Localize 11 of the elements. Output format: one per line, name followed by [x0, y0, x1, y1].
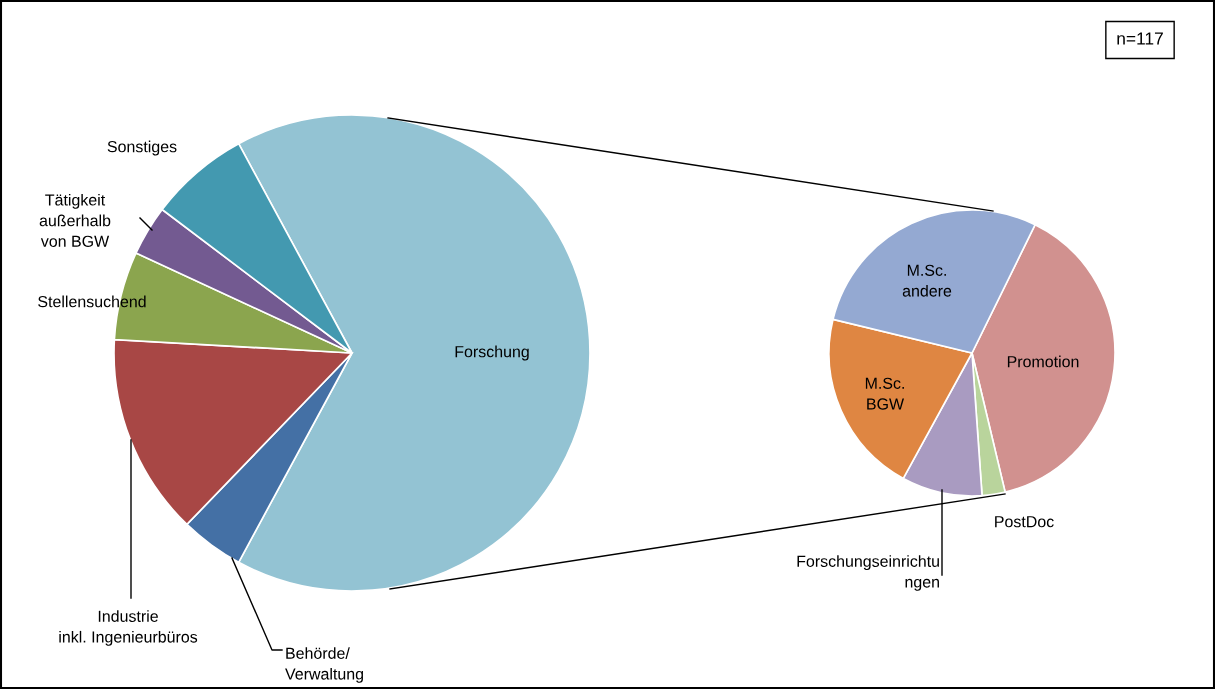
slice-label: Tätigkeit außerhalb von BGW — [39, 193, 111, 247]
slice-label: Sonstiges — [107, 140, 177, 156]
slice-label: Forschung — [455, 345, 529, 361]
slice-label: M.Sc. BGW — [865, 377, 905, 410]
slice-label: Behörde/ Verwaltung — [285, 647, 363, 683]
slice-label: M.Sc. andere — [902, 264, 952, 297]
slice-label: Promotion — [1007, 355, 1079, 368]
slice-label: Forschungseinrichtu ngen — [797, 555, 939, 591]
text: n=117 — [1117, 32, 1163, 45]
slice-label: Industrie inkl. Ingenieurbüros — [59, 610, 198, 646]
slice-label: PostDoc — [995, 516, 1054, 528]
